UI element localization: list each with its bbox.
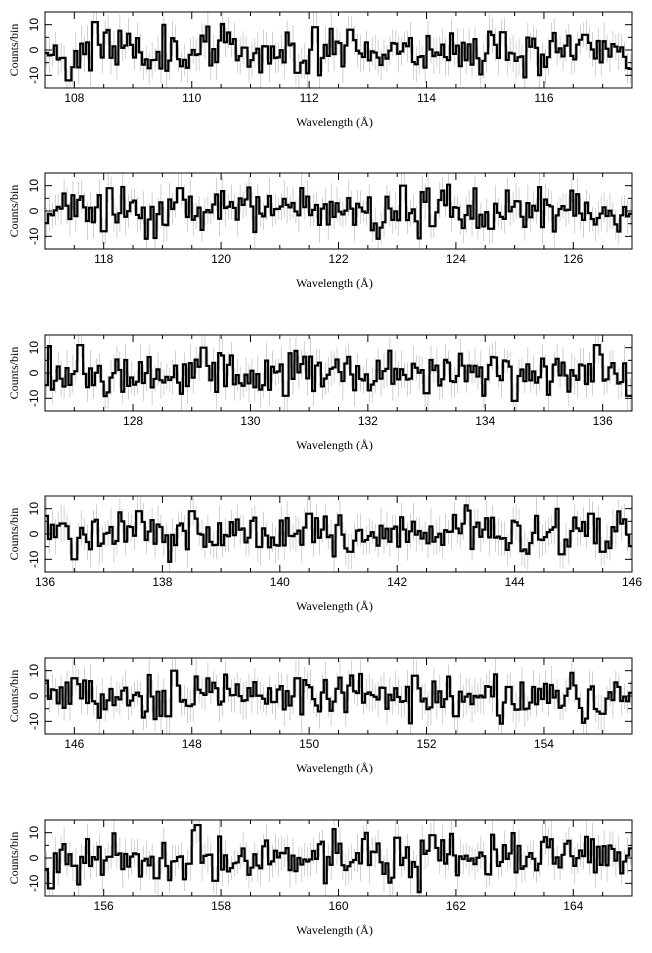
x-tick-label: 110: [182, 91, 201, 105]
counts-step-line: [45, 669, 632, 725]
y-tick-label: 10: [27, 179, 41, 193]
x-tick-label: 134: [475, 414, 495, 428]
x-tick-label: 132: [358, 414, 378, 428]
x-tick-label: 114: [417, 91, 436, 105]
spectrum-panel-6: 156 158 160 162 164 -10 0 10 Wavelength (Å) Count…: [7, 819, 633, 937]
counts-step-line: [45, 21, 632, 82]
y-tick-label: 10: [27, 18, 41, 32]
x-tick-label: 108: [64, 91, 84, 105]
y-tick-label: 0: [27, 530, 41, 537]
y-tick-label: -10: [27, 66, 41, 84]
plot-frame: [44, 819, 633, 897]
y-tick-label: -10: [27, 874, 41, 892]
spectrum-panel-3: 128 130 132 134 136 -10 0 10 Wavelength (Å) Count…: [7, 334, 633, 452]
spectrum-panel-2: 118 120 122 124 126 -10 0 10 Wavelength (Å) Count…: [7, 172, 633, 290]
x-tick-label: 152: [417, 737, 437, 751]
x-axis-label: Wavelength (Å): [296, 599, 373, 613]
x-axis-label: Wavelength (Å): [296, 761, 373, 775]
y-tick-label: 0: [27, 854, 41, 861]
x-tick-label: 164: [563, 899, 583, 913]
y-axis-label: Counts/bin: [7, 347, 21, 400]
x-tick-label: 136: [35, 575, 55, 589]
x-tick-label: 128: [123, 414, 143, 428]
x-tick-label: 154: [534, 737, 554, 751]
spectrum-data: [45, 173, 632, 249]
x-tick-label: 144: [505, 575, 525, 589]
x-tick-label: 126: [563, 252, 583, 266]
y-tick-label: -10: [27, 389, 41, 407]
spectrum-data: [45, 658, 632, 734]
y-axis-label: Counts/bin: [7, 670, 21, 723]
x-tick-label: 158: [211, 899, 231, 913]
y-tick-label: 0: [27, 692, 41, 699]
x-tick-label: 156: [94, 899, 114, 913]
counts-step-line: [45, 183, 632, 240]
x-tick-label: 120: [211, 252, 231, 266]
y-tick-label: 0: [27, 46, 41, 53]
spectrum-panel-1: 108 110 112 114 116 -10 0 10 Wavelength (Å) Count…: [7, 11, 633, 129]
spectrum-panel-5: 146 148 150 152 154 -10 0 10 Wavelength (Å) Count…: [7, 657, 633, 775]
y-tick-label: -10: [27, 550, 41, 568]
x-tick-label: 122: [328, 252, 348, 266]
x-tick-label: 112: [300, 91, 319, 105]
y-tick-label: 10: [27, 502, 41, 516]
x-tick-label: 130: [240, 414, 260, 428]
x-axis-label: Wavelength (Å): [296, 115, 373, 129]
x-axis-label: Wavelength (Å): [296, 276, 373, 290]
x-tick-label: 150: [299, 737, 319, 751]
counts-step-line: [45, 823, 632, 894]
counts-step-line: [45, 344, 632, 402]
x-tick-label: 118: [94, 252, 113, 266]
y-tick-label: -10: [27, 227, 41, 245]
counts-step-line: [45, 504, 632, 563]
spectrum-data: [45, 335, 632, 411]
x-tick-label: 138: [152, 575, 172, 589]
x-axis-label: Wavelength (Å): [296, 438, 373, 452]
spectrum-panel-4: 136 138 140 142 144 146 -10 0 10 Wavelength (Å) Co…: [7, 495, 642, 613]
spectrum-data: [45, 820, 632, 896]
y-tick-label: 0: [27, 207, 41, 214]
x-tick-label: 142: [387, 575, 407, 589]
x-tick-label: 146: [64, 737, 84, 751]
x-tick-label: 124: [446, 252, 466, 266]
x-tick-label: 160: [328, 899, 348, 913]
x-tick-label: 140: [270, 575, 290, 589]
x-tick-label: 148: [182, 737, 202, 751]
y-tick-label: 10: [27, 341, 41, 355]
spectrum-data: [45, 12, 632, 88]
x-tick-label: 162: [446, 899, 466, 913]
y-tick-label: 0: [27, 369, 41, 376]
x-axis-label: Wavelength (Å): [296, 923, 373, 937]
x-tick-label: 136: [593, 414, 613, 428]
y-tick-label: 10: [27, 826, 41, 840]
y-axis-label: Counts/bin: [7, 508, 21, 561]
x-tick-label: 146: [622, 575, 642, 589]
y-tick-label: -10: [27, 712, 41, 730]
y-axis-label: Counts/bin: [7, 185, 21, 238]
x-tick-label: 116: [534, 91, 553, 105]
y-axis-label: Counts/bin: [7, 24, 21, 77]
y-tick-label: 10: [27, 664, 41, 678]
y-axis-label: Counts/bin: [7, 832, 21, 885]
spectrum-data: [45, 496, 632, 572]
